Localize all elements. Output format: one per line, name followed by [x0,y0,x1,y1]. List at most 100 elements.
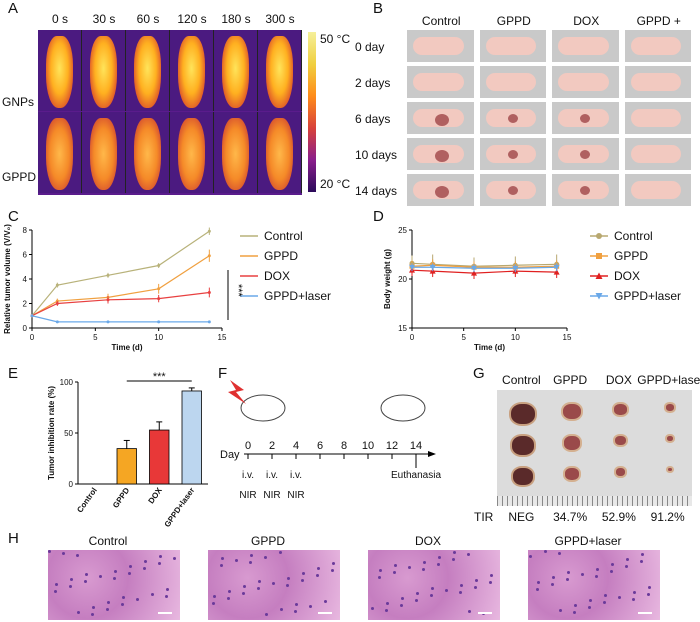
mouse-body [485,73,536,91]
photo-group-header: Control [421,14,461,28]
data-point [471,270,477,276]
timeline-arrow [428,451,436,457]
mouse-photo [407,174,474,206]
nucleus-dot [331,569,334,572]
nucleus-dot [603,601,606,604]
nucleus-dot [581,573,584,576]
iv-label: i.v. [266,470,278,481]
tumor-sample [563,466,582,482]
mouse-icon [240,394,286,422]
mouse-body [413,37,464,55]
tumor-group-header: Control [502,373,541,387]
mouse-photo [624,66,691,98]
mouse-photo [552,66,619,98]
nucleus-dot [272,582,275,585]
mouse-thermal-silhouette [46,118,73,190]
nucleus-dot [596,568,599,571]
bar [181,390,202,485]
nucleus-dot [77,611,80,614]
mouse-body [630,37,681,55]
significance-label: *** [153,371,167,383]
nucleus-dot [265,613,268,616]
data-point [207,320,211,324]
nucleus-dot [249,561,252,564]
thermal-cell [170,112,214,193]
thermal-image-grid [38,30,302,195]
histology-group-header: DOX [414,534,441,548]
day-number: 14 [410,440,422,452]
photo-day-label: 2 days [355,76,391,90]
nucleus-dot [400,604,403,607]
day-number: 8 [341,440,347,452]
nucleus-dot [99,575,102,578]
mouse-photo [624,138,691,170]
panel-label-c: C [8,208,19,225]
nucleus-dot [144,560,147,563]
ruler [497,496,692,506]
x-axis-label: Time (d) [474,343,505,352]
tir-value: 52.9% [601,510,636,524]
nucleus-dot [158,562,161,565]
nucleus-dot [227,597,230,600]
nucleus-dot [122,596,125,599]
nucleus-dot [633,591,636,594]
mouse-photo [552,138,619,170]
tir-label: TIR [474,510,494,524]
tumor-sample [613,434,629,448]
nucleus-dot [611,563,614,566]
tumor-group-header: GPPD+laser [637,373,700,387]
mouse-icon [380,394,426,422]
y-tick-label: 50 [64,429,73,438]
y-tick-label: 0 [23,324,28,333]
nucleus-dot [143,567,146,570]
nucleus-dot [279,551,282,554]
legend-label: GPPD+laser [264,289,331,303]
nucleus-dot [317,567,320,570]
x-tick-label: 5 [93,333,98,342]
thermal-time-label: 120 s [177,12,207,26]
day-label: Day [220,449,240,461]
panel-label-d: D [373,208,384,225]
nucleus-dot [558,552,561,555]
nucleus-dot [258,580,261,583]
thermal-cell [258,30,302,111]
nucleus-dot [107,601,110,604]
mouse-photo [479,102,546,134]
nucleus-dot [91,613,94,616]
photo-group-header: GPPD [496,14,531,28]
nucleus-dot [129,565,132,568]
mouse-photo [407,66,474,98]
legend-marker [596,233,602,239]
nucleus-dot [295,603,298,606]
nucleus-dot [632,598,635,601]
tumor-spot [580,186,591,195]
data-point [55,299,59,303]
x-tick-label: GPPD [111,486,132,510]
legend-label: Control [614,229,653,243]
nucleus-dot [415,599,418,602]
nucleus-dot [151,593,154,596]
mouse-thermal-silhouette [46,36,73,108]
mouse-thermal-silhouette [90,118,117,190]
nucleus-dot [537,581,540,584]
nucleus-dot [221,557,224,560]
nucleus-dot [121,603,124,606]
data-point [553,264,560,271]
tumor-sample [612,402,630,418]
mouse-thermal-silhouette [134,118,161,190]
x-tick-label: 10 [511,333,520,342]
nucleus-dot [243,585,246,588]
data-point [512,265,519,272]
data-point [106,320,110,324]
nucleus-dot [371,607,374,610]
thermal-cell [126,30,170,111]
nucleus-dot [70,578,73,581]
y-tick-label: 100 [60,378,74,387]
nucleus-dot [62,552,65,555]
data-point [157,320,161,324]
colorbar-min-label: 20 °C [320,177,351,191]
tumor-spot [580,114,591,123]
scale-bar [318,612,332,614]
significance-label: *** [232,284,244,298]
mouse-thermal-silhouette [222,118,249,190]
